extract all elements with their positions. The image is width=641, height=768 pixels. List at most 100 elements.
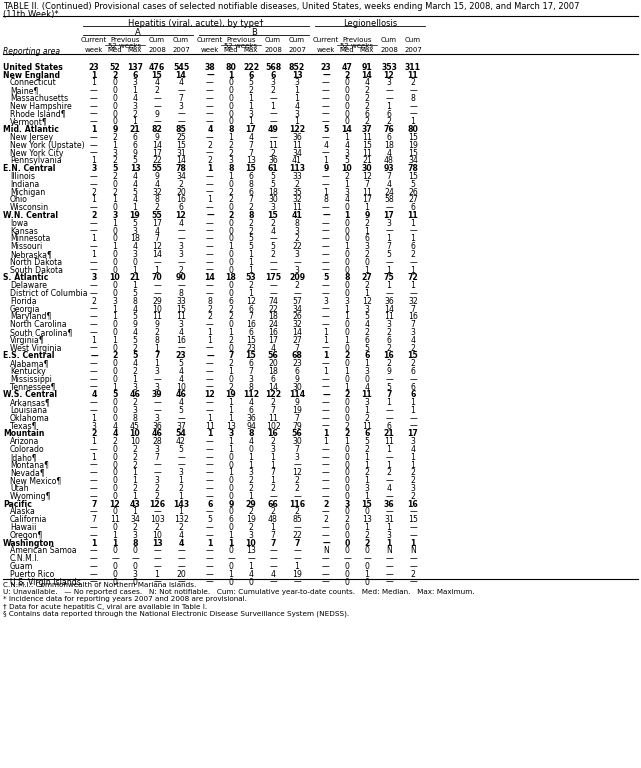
Text: 3: 3 <box>133 382 137 392</box>
Text: 122: 122 <box>265 390 281 399</box>
Text: 5: 5 <box>387 382 392 392</box>
Text: 2: 2 <box>365 94 369 103</box>
Text: —: — <box>206 352 214 360</box>
Text: 11: 11 <box>292 204 302 212</box>
Text: —: — <box>206 445 214 454</box>
Text: 0: 0 <box>113 110 117 118</box>
Text: 4: 4 <box>133 94 138 103</box>
Text: 1: 1 <box>410 234 415 243</box>
Text: 8: 8 <box>324 195 328 204</box>
Text: 1: 1 <box>249 118 253 127</box>
Text: 132: 132 <box>174 515 188 525</box>
Text: U: Unavailable.   — No reported cases.   N: Not notifiable.   Cum: Cumulative ye: U: Unavailable. — No reported cases. N: … <box>3 589 474 595</box>
Text: 17: 17 <box>152 219 162 228</box>
Text: 5: 5 <box>133 289 137 298</box>
Text: 48: 48 <box>268 515 278 525</box>
Text: 6: 6 <box>207 500 213 508</box>
Text: 3: 3 <box>271 445 276 454</box>
Text: 36: 36 <box>384 296 394 306</box>
Text: —: — <box>153 375 161 384</box>
Text: —: — <box>206 554 214 563</box>
Text: —: — <box>90 484 98 493</box>
Text: TABLE II. (Continued) Provisional cases of selected notifiable diseases, United : TABLE II. (Continued) Provisional cases … <box>3 2 579 11</box>
Text: 37: 37 <box>176 422 186 431</box>
Text: 1: 1 <box>228 538 234 548</box>
Text: 19: 19 <box>292 570 302 579</box>
Text: 5: 5 <box>323 125 329 134</box>
Text: 1: 1 <box>228 398 233 407</box>
Text: 15: 15 <box>176 305 186 313</box>
Text: 56: 56 <box>292 429 303 439</box>
Text: —: — <box>322 227 330 236</box>
Text: 27: 27 <box>408 195 418 204</box>
Text: 8: 8 <box>133 414 137 423</box>
Text: —: — <box>90 398 98 407</box>
Text: 1: 1 <box>249 250 253 259</box>
Text: —: — <box>409 562 417 571</box>
Text: 14: 14 <box>152 141 162 150</box>
Text: 0: 0 <box>113 258 117 266</box>
Text: 23: 23 <box>246 343 256 353</box>
Text: 1: 1 <box>92 195 97 204</box>
Text: —: — <box>322 538 330 548</box>
Text: 3: 3 <box>324 296 328 306</box>
Text: Iowa: Iowa <box>10 219 28 228</box>
Text: 19: 19 <box>292 406 302 415</box>
Text: 5: 5 <box>365 313 369 321</box>
Text: —: — <box>90 227 98 236</box>
Text: 0: 0 <box>229 234 233 243</box>
Text: 2: 2 <box>344 429 350 439</box>
Text: 0: 0 <box>113 328 117 337</box>
Text: 34: 34 <box>292 305 302 313</box>
Text: —: — <box>322 531 330 540</box>
Text: 52 weeks: 52 weeks <box>108 42 142 48</box>
Text: 2: 2 <box>365 445 369 454</box>
Text: —: — <box>206 406 214 415</box>
Text: 7: 7 <box>271 538 276 548</box>
Text: 2: 2 <box>229 313 233 321</box>
Text: —: — <box>206 531 214 540</box>
Text: 32: 32 <box>408 296 418 306</box>
Text: —: — <box>322 422 330 431</box>
Text: 2: 2 <box>271 508 276 516</box>
Text: California: California <box>10 515 47 525</box>
Text: 2: 2 <box>179 484 183 493</box>
Text: 143: 143 <box>173 500 189 508</box>
Text: 74: 74 <box>268 296 278 306</box>
Text: 23: 23 <box>320 63 331 71</box>
Text: —: — <box>322 305 330 313</box>
Text: Virginia¶: Virginia¶ <box>10 336 45 345</box>
Text: 52 weeks: 52 weeks <box>340 42 374 48</box>
Text: —: — <box>206 250 214 259</box>
Text: 0: 0 <box>133 258 137 266</box>
Text: 353: 353 <box>381 63 397 71</box>
Text: 0: 0 <box>113 484 117 493</box>
Text: 1: 1 <box>365 570 369 579</box>
Text: 7: 7 <box>295 343 299 353</box>
Text: 1: 1 <box>387 445 392 454</box>
Text: 2: 2 <box>112 352 118 360</box>
Text: Previous: Previous <box>110 37 140 43</box>
Text: —: — <box>206 110 214 118</box>
Text: 0: 0 <box>345 281 349 290</box>
Text: 29: 29 <box>152 296 162 306</box>
Text: 15: 15 <box>362 141 372 150</box>
Text: 1: 1 <box>92 336 97 345</box>
Text: 18: 18 <box>130 234 140 243</box>
Text: North Dakota: North Dakota <box>10 258 62 266</box>
Text: 5: 5 <box>179 359 183 368</box>
Text: 3: 3 <box>387 531 392 540</box>
Text: —: — <box>409 422 417 431</box>
Text: —: — <box>269 234 277 243</box>
Text: 1: 1 <box>207 538 213 548</box>
Text: —: — <box>90 461 98 469</box>
Text: 1: 1 <box>133 508 138 516</box>
Text: † Data for acute hepatitis C, viral are available in Table I.: † Data for acute hepatitis C, viral are … <box>3 604 207 610</box>
Text: 80: 80 <box>408 125 419 134</box>
Text: 4: 4 <box>249 437 253 446</box>
Text: 4: 4 <box>178 538 184 548</box>
Text: 0: 0 <box>345 398 349 407</box>
Text: B: B <box>251 28 257 37</box>
Text: 8: 8 <box>249 382 253 392</box>
Text: 1: 1 <box>365 227 369 236</box>
